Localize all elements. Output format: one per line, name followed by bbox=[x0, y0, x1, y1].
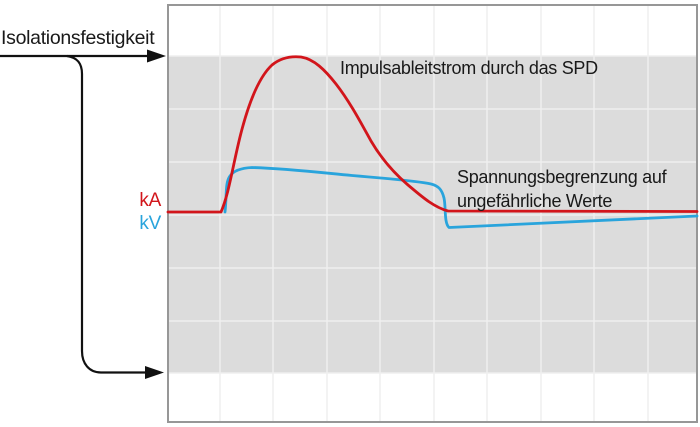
current-curve bbox=[166, 55, 699, 214]
impulse-current-annotation: Impulsableitstrom durch das SPD bbox=[340, 58, 598, 78]
voltage-limiting-annotation: Spannungsbegrenzung auf ungefährliche We… bbox=[457, 166, 667, 213]
insulation-strength-label: Isolationsfestigkeit bbox=[1, 27, 155, 49]
ka-axis-label: kA bbox=[139, 190, 161, 211]
kv-axis-label: kV bbox=[139, 213, 161, 234]
branch-arrow-line bbox=[66, 54, 145, 374]
plot-border bbox=[167, 4, 698, 423]
voltage-limiting-annotation-line1: Spannungsbegrenzung auf bbox=[457, 167, 667, 187]
voltage-limiting-annotation-line2: ungefährliche Werte bbox=[457, 190, 613, 211]
bottom-right-arrow-icon bbox=[145, 366, 164, 379]
grid-lines bbox=[168, 5, 697, 422]
top-right-arrow-icon bbox=[147, 49, 166, 63]
